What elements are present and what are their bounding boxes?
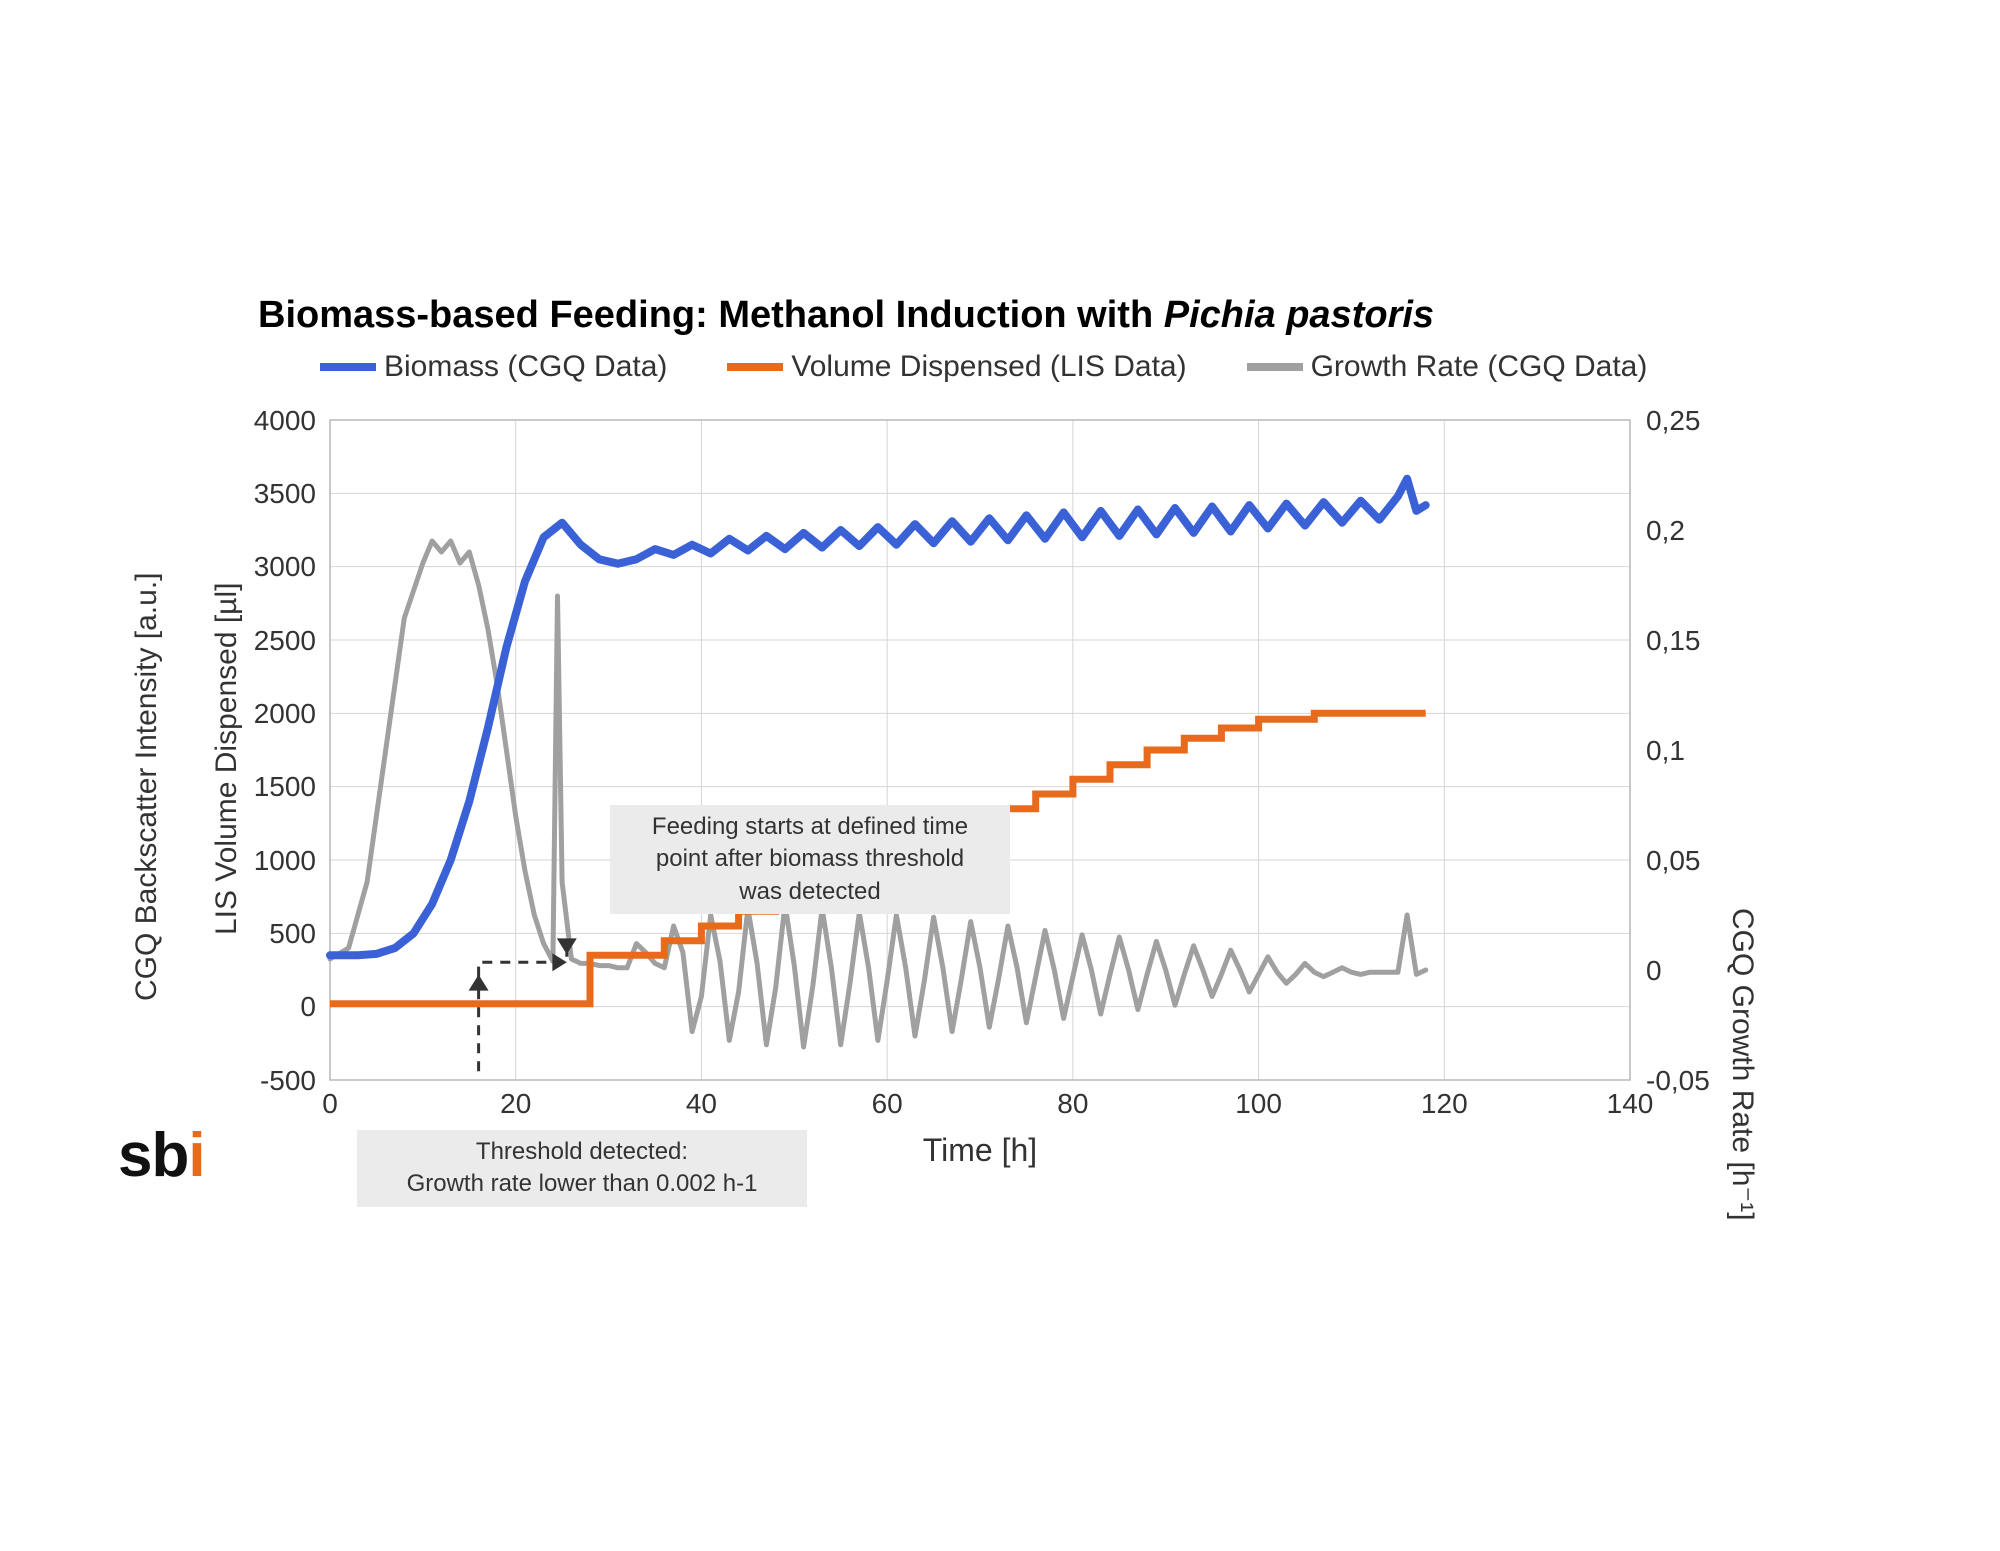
- tick-label: -500: [260, 1065, 316, 1097]
- tick-label: 2000: [254, 698, 316, 730]
- tick-label: 100: [1235, 1088, 1282, 1120]
- annotation-line: Threshold detected:: [367, 1136, 797, 1168]
- tick-label: 0: [300, 991, 316, 1023]
- tick-label: 80: [1057, 1088, 1088, 1120]
- tick-label: 0,1: [1646, 735, 1685, 767]
- logo-accent: i: [188, 1121, 204, 1190]
- tick-label: 0: [1646, 955, 1662, 987]
- tick-label: 3500: [254, 478, 316, 510]
- annotation-feeding-starts: Feeding starts at defined timepoint afte…: [610, 805, 1010, 914]
- brand-logo: sbi: [118, 1120, 205, 1191]
- tick-label: 3000: [254, 551, 316, 583]
- tick-label: 60: [872, 1088, 903, 1120]
- tick-label: 20: [500, 1088, 531, 1120]
- tick-label: 40: [686, 1088, 717, 1120]
- tick-label: 500: [269, 918, 316, 950]
- tick-label: 1500: [254, 771, 316, 803]
- tick-label: 0,2: [1646, 515, 1685, 547]
- tick-label: 0,05: [1646, 845, 1701, 877]
- tick-label: 0,25: [1646, 405, 1701, 437]
- annotation-line: was detected: [620, 876, 1000, 908]
- tick-label: 2500: [254, 625, 316, 657]
- annotation-line: Feeding starts at defined time: [620, 811, 1000, 843]
- tick-label: 0,15: [1646, 625, 1701, 657]
- annotation-threshold-detected: Threshold detected:Growth rate lower tha…: [357, 1130, 807, 1207]
- annotation-line: point after biomass threshold: [620, 843, 1000, 875]
- annotation-line: Growth rate lower than 0.002 h-1: [367, 1168, 797, 1200]
- tick-label: -0,05: [1646, 1065, 1710, 1097]
- stage: Biomass-based Feeding: Methanol Inductio…: [0, 0, 2000, 1551]
- tick-label: 0: [322, 1088, 338, 1120]
- tick-label: 120: [1421, 1088, 1468, 1120]
- tick-label: 1000: [254, 845, 316, 877]
- tick-label: 4000: [254, 405, 316, 437]
